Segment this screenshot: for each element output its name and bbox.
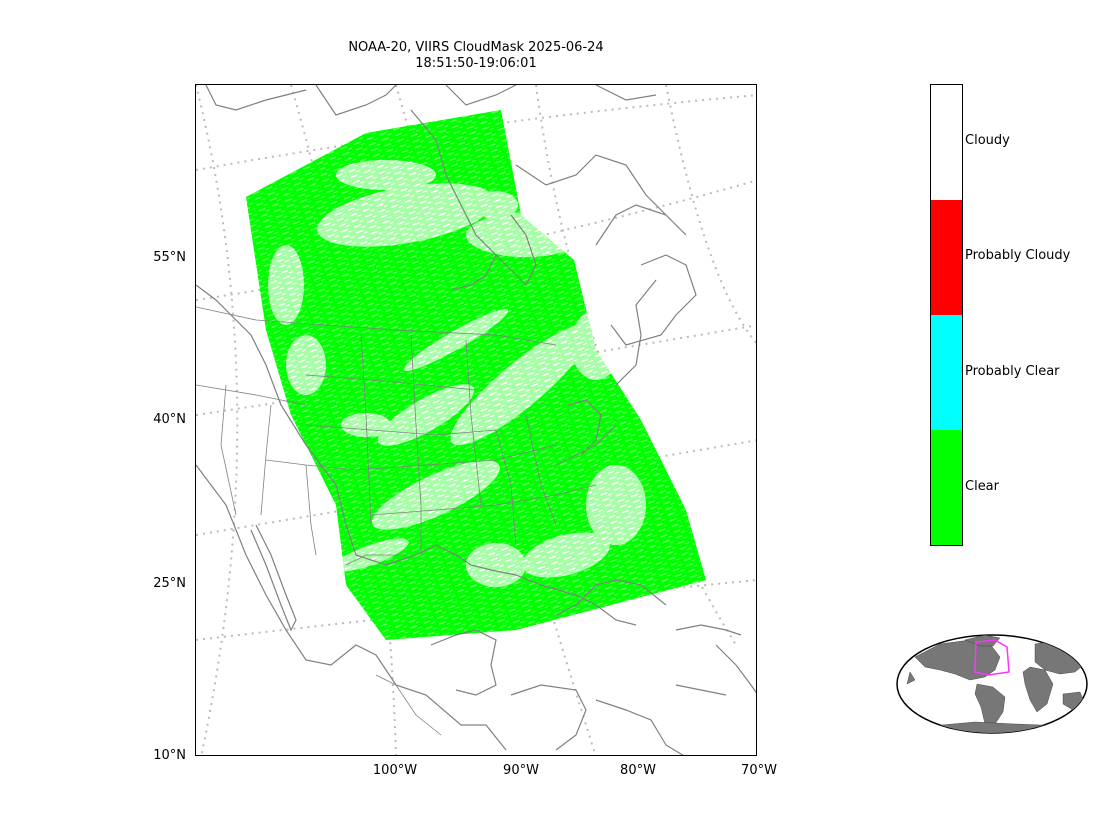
title-line-1: NOAA-20, VIIRS CloudMask 2025-06-24 — [348, 40, 604, 55]
title-line-2: 18:51:50-19:06:01 — [415, 56, 537, 71]
colorbar-segment-probably-clear — [931, 315, 962, 430]
lon-label-70w: 70°W — [741, 763, 777, 778]
political-borders — [196, 306, 617, 736]
colorbar-label-clear: Clear — [965, 479, 999, 494]
coastlines — [196, 85, 756, 755]
lat-label-10n: 10°N — [153, 748, 186, 763]
swath-extent-outline — [974, 639, 1010, 676]
lat-label-25n: 25°N — [153, 576, 186, 591]
colorbar-label-cloudy: Cloudy — [965, 133, 1010, 148]
map-panel[interactable] — [195, 84, 757, 756]
colorbar-label-probably-cloudy: Probably Cloudy — [965, 248, 1071, 263]
lon-label-90w: 90°W — [503, 763, 539, 778]
cloudmask-swath — [246, 110, 706, 640]
map-svg — [196, 85, 756, 755]
lon-label-80w: 80°W — [620, 763, 656, 778]
lat-label-40n: 40°N — [153, 412, 186, 427]
map-title: NOAA-20, VIIRS CloudMask 2025-06-24 18:5… — [195, 40, 757, 72]
colorbar — [930, 84, 963, 546]
colorbar-segment-cloudy — [931, 85, 962, 200]
colorbar-label-probably-clear: Probably Clear — [965, 364, 1060, 379]
globe-inset-map — [896, 634, 1088, 734]
colorbar-segment-clear — [931, 430, 962, 545]
colorbar-segment-probably-cloudy — [931, 200, 962, 315]
lon-label-100w: 100°W — [372, 763, 418, 778]
lat-label-55n: 55°N — [153, 250, 186, 265]
